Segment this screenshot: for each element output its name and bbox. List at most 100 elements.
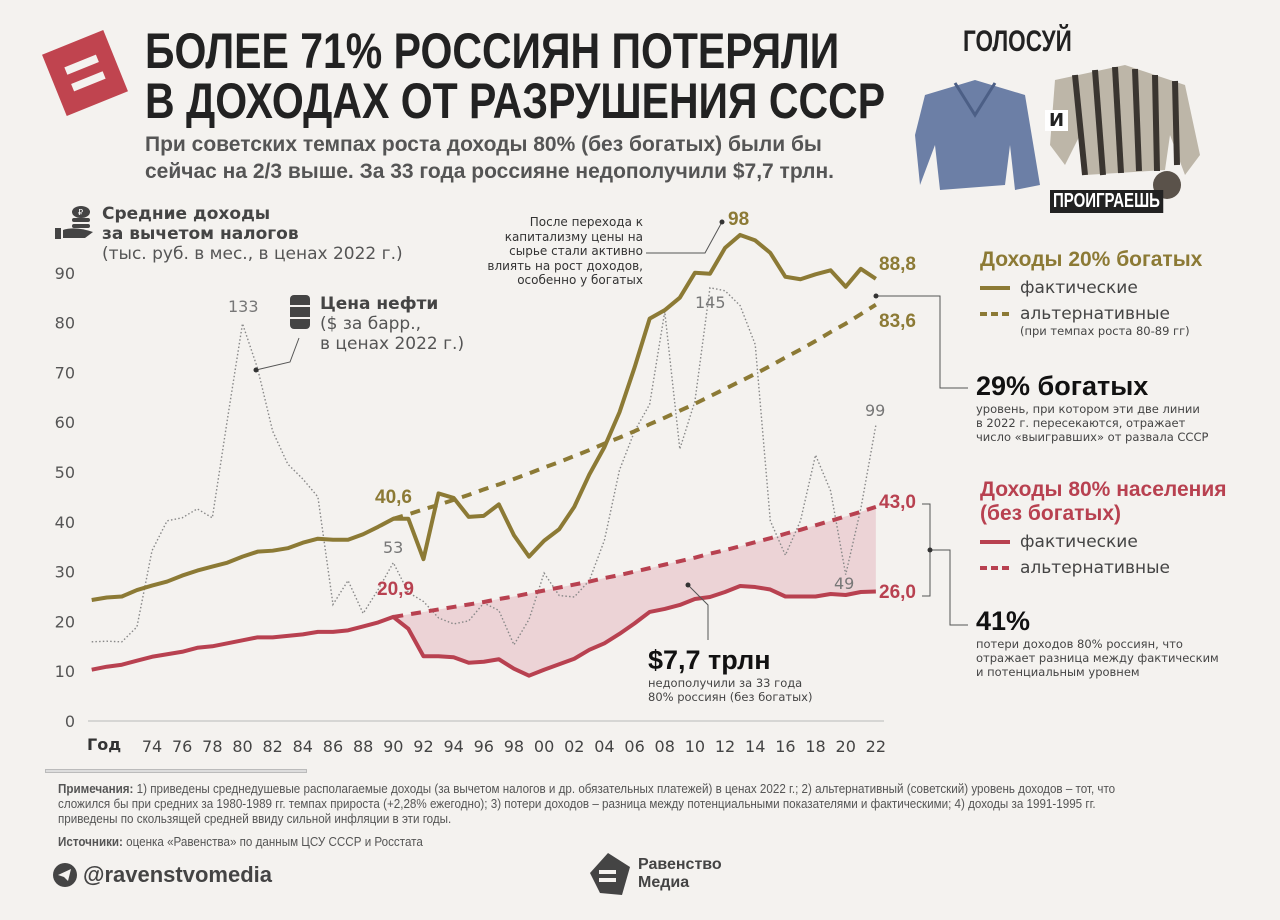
- x-tick-label: 88: [353, 737, 373, 756]
- capitalism-note: После перехода к капитализму цены на сыр…: [480, 215, 643, 288]
- brand-name-1: Равенство: [638, 856, 722, 873]
- poor-callout-value: 41%: [976, 606, 1031, 636]
- poor-callout: 41% потери доходов 80% россиян, что отра…: [976, 606, 1219, 679]
- x-tick-label: 16: [775, 737, 795, 756]
- svg-text:₽: ₽: [78, 208, 83, 217]
- telegram-link[interactable]: @ravenstvomedia: [53, 862, 272, 888]
- title-line-2: В ДОХОДАХ ОТ РАЗРУШЕНИЯ СССР: [145, 73, 886, 129]
- oil-label: Цена нефти ($ за барр., в ценах 2022 г.): [320, 294, 464, 354]
- oil-label-line3: в ценах 2022 г.): [320, 334, 465, 354]
- y-tick-label: 40: [55, 513, 75, 532]
- subtitle-line-2: сейчас на 2/3 выше. За 33 года россияне …: [145, 160, 834, 183]
- loss-callout: $7,7 трлн недополучили за 33 года 80% ро…: [648, 645, 812, 704]
- telegram-handle: @ravenstvomedia: [83, 862, 272, 887]
- divider: [45, 769, 307, 773]
- legend-poor-actual: фактические: [980, 532, 1227, 552]
- y-tick-label: 10: [55, 662, 75, 681]
- poor-callout-text: потери доходов 80% россиян, что: [976, 637, 1183, 651]
- x-tick-label: 12: [715, 737, 735, 756]
- rich-callout-text: уровень, при котором эти две линии: [976, 402, 1200, 416]
- y-axis-label-line2: за вычетом налогов: [102, 224, 299, 244]
- note-line: особенно у богатых: [517, 273, 643, 287]
- x-tick-label: 20: [836, 737, 856, 756]
- note-line: После перехода к: [529, 215, 643, 229]
- legend-rich-title: Доходы 20% богатых: [980, 248, 1203, 271]
- sources-label: Источники:: [58, 835, 123, 849]
- oil-value-label: 53: [383, 538, 404, 557]
- poster-word-vote: ГОЛОСУЙ: [963, 25, 1072, 58]
- y-tick-label: 20: [55, 612, 75, 631]
- x-tick-label: 96: [474, 737, 494, 756]
- legend-label: альтернативные: [1020, 558, 1170, 578]
- y-tick-label: 70: [55, 363, 75, 382]
- legend-label: фактические: [1020, 532, 1138, 552]
- rich-value-label: 98: [728, 209, 750, 230]
- solid-line-swatch: [980, 286, 1010, 290]
- x-tick-label: 80: [232, 737, 252, 756]
- y-tick-label: 0: [65, 712, 75, 731]
- x-tick-label: 78: [202, 737, 222, 756]
- y-axis-label-units: (тыс. руб. в мес., в ценах 2022 г.): [102, 244, 403, 264]
- x-tick-label: 98: [504, 737, 524, 756]
- legend-label: фактические: [1020, 278, 1138, 298]
- x-tick-label: 22: [866, 737, 886, 756]
- x-tick-label: 14: [745, 737, 765, 756]
- oil-value-label: 49: [834, 574, 855, 593]
- note-line: сырье стали активно: [509, 244, 643, 258]
- poster-illustration: [915, 65, 1200, 199]
- notes: Примечания: 1) приведены среднедушевые р…: [58, 782, 1146, 850]
- x-tick-label: 92: [413, 737, 433, 756]
- title-line-1: БОЛЕЕ 71% РОССИЯН ПОТЕРЯЛИ: [145, 23, 840, 79]
- notes-text: 1) приведены среднедушевые располагаемые…: [58, 782, 1116, 826]
- y-tick-label: 80: [55, 314, 75, 333]
- x-tick-label: 06: [624, 737, 644, 756]
- note-line: капитализму цены на: [504, 229, 643, 244]
- y-tick-label: 50: [55, 463, 75, 482]
- x-tick-label: 04: [594, 737, 614, 756]
- x-tick-label: 74: [142, 737, 162, 756]
- legend-rich-alt-note: (при темпах роста 80-89 гг): [1020, 324, 1190, 338]
- legend-poor-title: Доходы 80% населения: [980, 478, 1227, 501]
- oil-value-label: 99: [865, 401, 886, 420]
- oil-value-label: 133: [228, 297, 259, 316]
- x-tick-label: 02: [564, 737, 584, 756]
- x-tick-label: 94: [443, 737, 463, 756]
- y-axis-label-line1: Средние доходы: [102, 204, 271, 224]
- dashed-line-swatch: [980, 312, 1010, 316]
- subtitle-line-1: При советских темпах роста доходы 80% (б…: [145, 133, 822, 156]
- x-tick-label: 84: [293, 737, 313, 756]
- x-tick-label: 86: [323, 737, 343, 756]
- telegram-icon: [53, 863, 77, 887]
- sources-text: оценка «Равенства» по данным ЦСУ СССР и …: [122, 835, 423, 849]
- oil-barrel-icon: [288, 293, 312, 335]
- x-tick-label: 76: [172, 737, 192, 756]
- x-tick-label: 18: [805, 737, 825, 756]
- oil-label-line2: ($ за барр.,: [320, 314, 422, 334]
- legend-poor: Доходы 80% населения (без богатых) факти…: [980, 478, 1227, 578]
- brand-logo: Равенство Медиа: [590, 853, 722, 895]
- poor-value-label: 43,0: [879, 492, 916, 513]
- legend-poor-subtitle: (без богатых): [980, 502, 1122, 525]
- y-tick-label: 30: [55, 563, 75, 582]
- poor-callout-text: отражает разница между фактическим: [976, 651, 1219, 665]
- dashed-line-swatch: [980, 566, 1010, 570]
- oil-label-title: Цена нефти: [320, 294, 439, 314]
- legend-poor-alt: альтернативные: [980, 558, 1227, 578]
- leader-lines: [255, 221, 968, 640]
- ravenstvo-logo-icon: [590, 853, 630, 895]
- x-tick-label: 10: [685, 737, 705, 756]
- legend-rich-actual: фактические: [980, 278, 1202, 298]
- rich-value-label: 88,8: [879, 254, 916, 275]
- poor-alternative-line: [392, 504, 877, 619]
- y-axis-label: Средние доходы за вычетом налогов (тыс. …: [102, 204, 403, 264]
- rich-value-label: 83,6: [879, 311, 916, 332]
- legend-rich: Доходы 20% богатых фактические альтернат…: [980, 248, 1202, 338]
- oil-value-label: 145: [695, 293, 726, 312]
- rich-callout: 29% богатых уровень, при котором эти две…: [976, 371, 1208, 444]
- poster-word-lose: ПРОИГРАЕШЬ: [1050, 190, 1163, 213]
- loss-text-2: 80% россиян (без богатых): [648, 690, 813, 704]
- rich-actual-line: [91, 232, 877, 602]
- income-loss-area: [393, 506, 876, 676]
- rich-callout-text: число «выигравших» от развала СССР: [976, 430, 1209, 444]
